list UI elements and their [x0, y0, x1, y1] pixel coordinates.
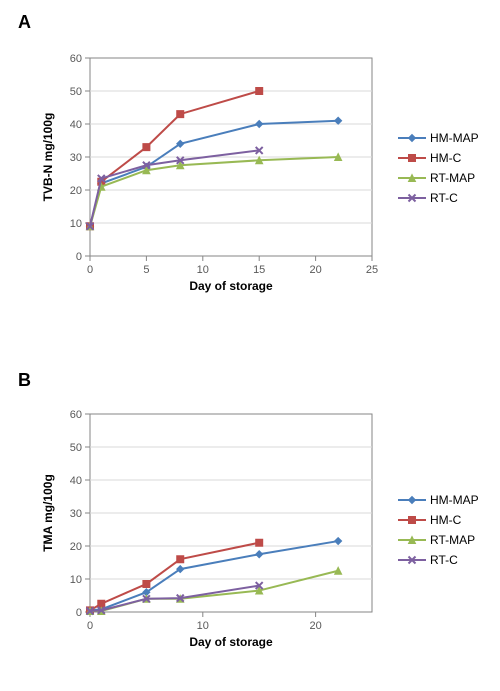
svg-text:30: 30 — [70, 152, 82, 164]
legend-b: HM-MAP HM-C RT-MAP RT-C — [398, 490, 479, 570]
svg-text:20: 20 — [309, 264, 321, 276]
legend-label: HM-C — [430, 513, 461, 527]
legend-label: RT-MAP — [430, 171, 475, 185]
svg-text:TMA mg/100g: TMA mg/100g — [41, 474, 55, 552]
svg-text:20: 20 — [70, 185, 82, 197]
legend-label: RT-MAP — [430, 533, 475, 547]
svg-text:60: 60 — [70, 409, 82, 421]
legend-marker-triangle-icon — [398, 171, 426, 185]
svg-text:5: 5 — [143, 264, 149, 276]
legend-marker-square-icon — [398, 151, 426, 165]
svg-text:10: 10 — [70, 574, 82, 586]
svg-text:10: 10 — [197, 264, 209, 276]
svg-text:10: 10 — [70, 218, 82, 230]
legend-marker-x-icon — [398, 553, 426, 567]
svg-text:50: 50 — [70, 86, 82, 98]
legend-marker-x-icon — [398, 191, 426, 205]
legend-item: RT-MAP — [398, 168, 479, 188]
legend-item: HM-MAP — [398, 490, 479, 510]
svg-text:Day of storage: Day of storage — [189, 279, 273, 293]
svg-text:Day of storage: Day of storage — [189, 635, 273, 649]
svg-text:30: 30 — [70, 508, 82, 520]
legend-item: HM-C — [398, 510, 479, 530]
svg-text:60: 60 — [70, 53, 82, 65]
svg-text:10: 10 — [197, 620, 209, 632]
svg-text:15: 15 — [253, 264, 265, 276]
svg-text:0: 0 — [76, 251, 82, 263]
legend-item: HM-C — [398, 148, 479, 168]
chart-a-svg: 0 10 20 30 40 50 60 0 5 10 15 20 25 Day of storage TVB… — [35, 44, 390, 304]
chart-b: 0 10 20 30 40 50 60 0 10 20 Day of storage TMA mg/1… — [35, 400, 390, 665]
svg-text:TVB-N mg/100g: TVB-N mg/100g — [41, 113, 55, 202]
legend-a: HM-MAP HM-C RT-MAP RT-C — [398, 128, 479, 208]
legend-item: RT-MAP — [398, 530, 479, 550]
chart-b-svg: 0 10 20 30 40 50 60 0 10 20 Day of storage TMA mg/1… — [35, 400, 390, 660]
panel-a-label: A — [18, 12, 31, 33]
legend-label: RT-C — [430, 191, 458, 205]
svg-text:20: 20 — [70, 541, 82, 553]
svg-text:40: 40 — [70, 475, 82, 487]
page: A B 0 10 20 30 40 50 60 0 5 10 15 20 25 Day of storag… — [0, 0, 500, 691]
legend-label: HM-C — [430, 151, 461, 165]
svg-text:0: 0 — [87, 264, 93, 276]
chart-a: 0 10 20 30 40 50 60 0 5 10 15 20 25 Day of storage TVB… — [35, 44, 390, 309]
legend-marker-diamond-icon — [398, 131, 426, 145]
svg-text:0: 0 — [76, 607, 82, 619]
legend-label: HM-MAP — [430, 131, 479, 145]
legend-marker-triangle-icon — [398, 533, 426, 547]
legend-item: RT-C — [398, 550, 479, 570]
legend-item: RT-C — [398, 188, 479, 208]
svg-text:50: 50 — [70, 442, 82, 454]
legend-label: HM-MAP — [430, 493, 479, 507]
legend-marker-square-icon — [398, 513, 426, 527]
svg-text:0: 0 — [87, 620, 93, 632]
svg-text:25: 25 — [366, 264, 378, 276]
svg-text:40: 40 — [70, 119, 82, 131]
svg-text:20: 20 — [309, 620, 321, 632]
panel-b-label: B — [18, 370, 31, 391]
legend-label: RT-C — [430, 553, 458, 567]
legend-marker-diamond-icon — [398, 493, 426, 507]
legend-item: HM-MAP — [398, 128, 479, 148]
